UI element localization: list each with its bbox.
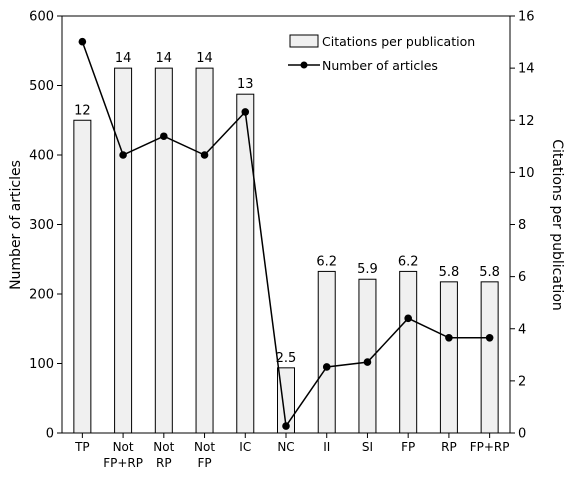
line-point: [282, 422, 290, 430]
bar: [399, 270, 418, 434]
right-axis: 0 2 4 6 8 10 12 14 16: [510, 10, 535, 442]
right-tick-label: 2: [518, 374, 526, 389]
x-tick-label: IC: [239, 440, 251, 454]
right-tick-label: 16: [518, 10, 535, 25]
line-point: [322, 363, 331, 371]
legend: Citations per publication Number of arti…: [288, 34, 475, 73]
left-tick-label: 600: [29, 10, 54, 25]
bar-data-label: 13: [237, 77, 254, 92]
bar-data-label: 5.9: [357, 262, 378, 277]
x-axis: TP Not FP+RP Not RP Not FP IC NC II SI FP RP FP+RP: [74, 433, 510, 470]
bar-series: 12 14 14 14 13 2.5 6.2 5.9 6.2 5.8 5.8: [73, 51, 500, 434]
bar: [317, 270, 336, 434]
x-tick-label: II: [323, 440, 330, 454]
bar: [195, 67, 214, 434]
x-tick-label: TP: [74, 440, 90, 454]
x-tick-label: SI: [362, 440, 373, 454]
bar: [154, 67, 173, 434]
right-tick-label: 12: [518, 114, 535, 129]
x-tick-label: Not FP: [194, 440, 215, 470]
x-tick-label: NC: [277, 440, 294, 454]
y2-axis-title: Citations per publication: [549, 139, 565, 311]
bar: [439, 281, 458, 434]
right-tick-label: 6: [518, 270, 526, 285]
line-point: [404, 314, 412, 323]
line-point: [445, 333, 453, 342]
bar: [480, 281, 499, 434]
line-series: [78, 37, 494, 430]
line-point: [119, 151, 127, 159]
legend-bar-swatch: [289, 34, 319, 48]
bar: [114, 67, 133, 434]
left-tick-label: 300: [29, 218, 54, 233]
bar-data-label: 14: [156, 51, 173, 66]
bar-data-label: 5.8: [479, 265, 500, 280]
line-point: [485, 333, 494, 342]
y-axis-title: Number of articles: [8, 160, 24, 290]
left-axis: 0 100 200 300 400 500 600: [29, 10, 62, 442]
x-tick-label: FP+RP: [470, 440, 510, 454]
bar-data-label: 6.2: [316, 254, 337, 269]
right-tick-label: 4: [518, 322, 526, 337]
line-point: [78, 37, 87, 46]
bar: [236, 93, 255, 434]
bar-data-label: 5.8: [439, 265, 460, 280]
right-tick-label: 8: [518, 218, 526, 233]
line-point: [160, 132, 168, 141]
x-tick-label: Not RP: [153, 440, 174, 470]
left-tick-label: 100: [29, 357, 54, 372]
line-point: [241, 108, 250, 116]
bar-data-label: 14: [115, 51, 132, 66]
left-tick-label: 0: [46, 427, 54, 442]
right-tick-label: 0: [518, 427, 526, 442]
legend-bar-label: Citations per publication: [322, 34, 475, 49]
legend-line-marker: [300, 61, 308, 69]
bar-data-label: 2.5: [276, 351, 297, 366]
bar: [73, 119, 92, 434]
left-tick-label: 200: [29, 288, 54, 303]
x-tick-label: RP: [441, 440, 457, 454]
right-tick-label: 10: [518, 166, 535, 181]
bar-data-label: 14: [196, 51, 213, 66]
legend-line-label: Number of articles: [322, 58, 438, 73]
line-point: [200, 151, 209, 159]
line-point: [363, 358, 372, 366]
left-tick-label: 500: [29, 79, 54, 94]
bar-data-label: 12: [74, 103, 91, 118]
x-tick-label: FP: [401, 440, 415, 454]
bar-data-label: 6.2: [398, 254, 419, 269]
right-tick-label: 14: [518, 62, 535, 77]
left-tick-label: 400: [29, 149, 54, 164]
x-tick-label: Not FP+RP: [103, 440, 143, 470]
